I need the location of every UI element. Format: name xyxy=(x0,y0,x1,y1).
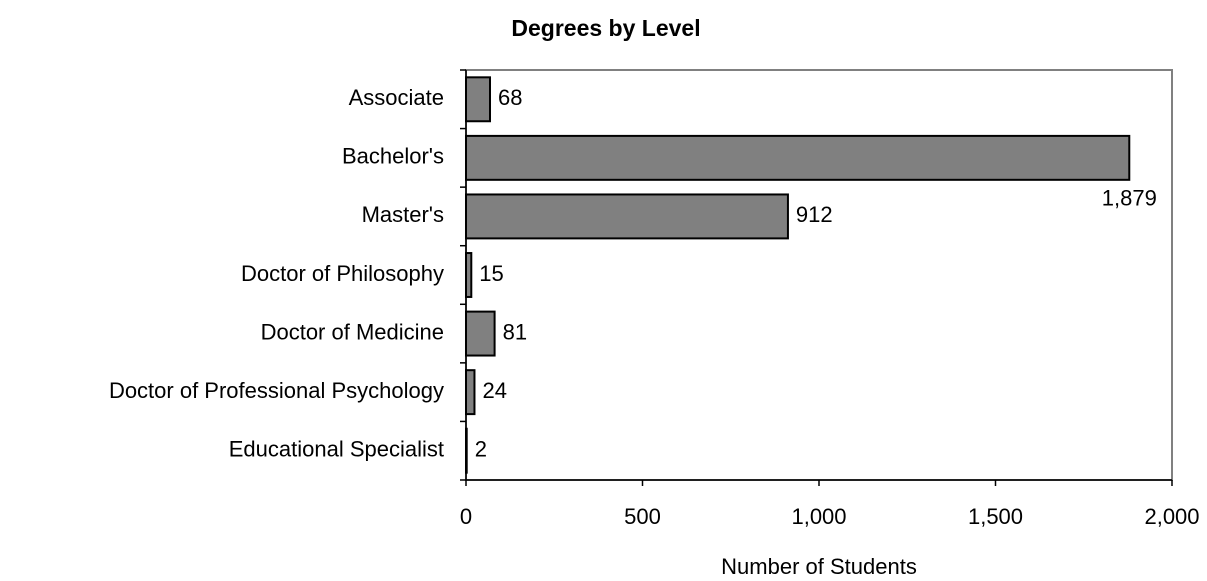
y-tick-label: Educational Specialist xyxy=(229,437,444,462)
chart-title: Degrees by Level xyxy=(511,15,700,41)
data-label: 1,879 xyxy=(1102,186,1157,211)
x-tick-label: 1,000 xyxy=(791,504,846,529)
data-label: 68 xyxy=(498,85,522,110)
x-tick-label: 2,000 xyxy=(1144,504,1199,529)
bar xyxy=(465,76,492,123)
data-label: 912 xyxy=(796,202,833,227)
y-tick-label: Doctor of Professional Psychology xyxy=(109,378,444,403)
bar xyxy=(465,134,1131,181)
bar xyxy=(465,369,476,416)
y-tick-label: Bachelor's xyxy=(342,144,444,169)
x-tick-label: 500 xyxy=(624,504,661,529)
bar xyxy=(465,427,468,474)
x-axis-label: Number of Students xyxy=(721,554,917,579)
plot-area xyxy=(465,69,1173,481)
data-label: 81 xyxy=(503,319,527,344)
bar xyxy=(465,193,789,240)
y-tick-label: Master's xyxy=(362,202,444,227)
data-label: 15 xyxy=(479,261,503,286)
x-tick-label: 0 xyxy=(460,504,472,529)
y-tick-label: Associate xyxy=(349,85,444,110)
data-label: 2 xyxy=(475,437,487,462)
x-tick-label: 1,500 xyxy=(968,504,1023,529)
data-label: 24 xyxy=(482,378,506,403)
y-tick-label: Doctor of Philosophy xyxy=(241,261,444,286)
bar xyxy=(465,310,496,357)
bar xyxy=(465,252,473,298)
y-tick-label: Doctor of Medicine xyxy=(261,319,444,344)
